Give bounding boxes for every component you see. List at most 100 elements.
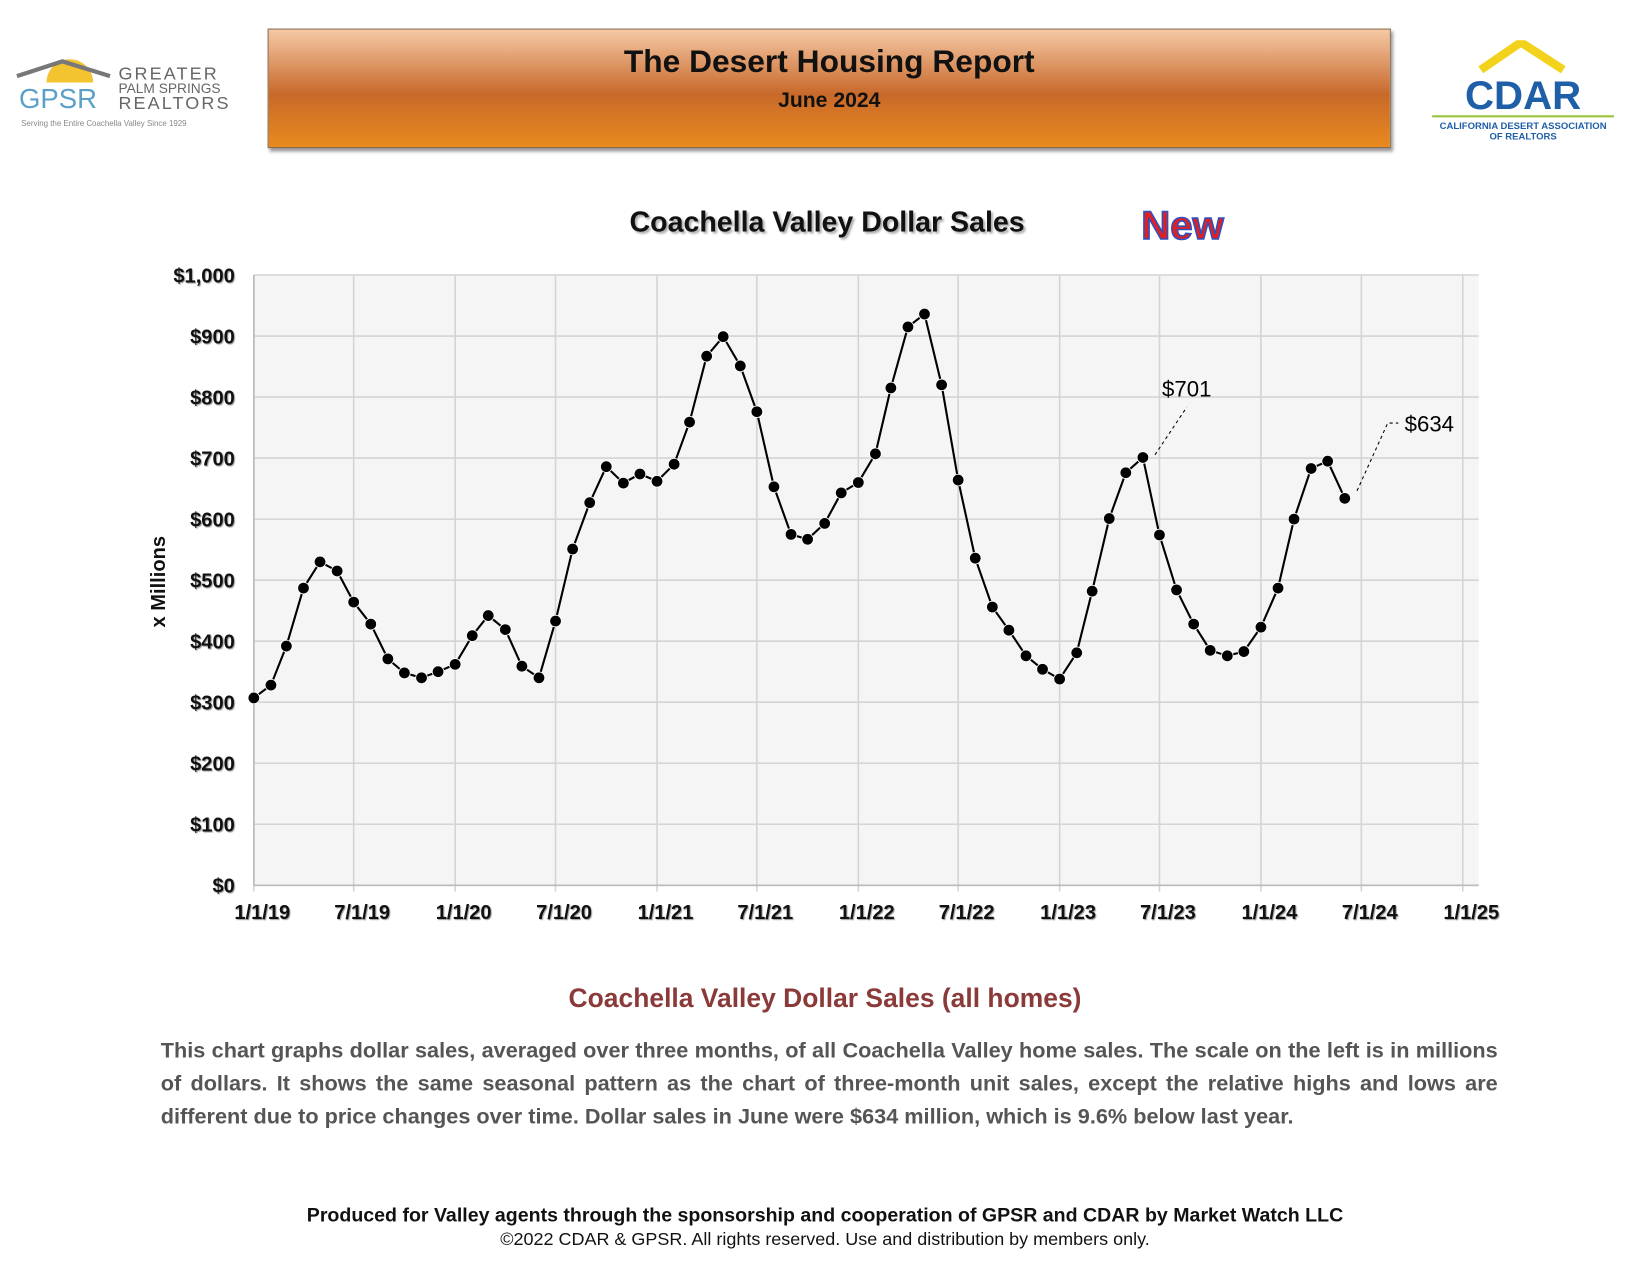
data-point xyxy=(330,564,344,578)
x-tick-label: 7/1/19 xyxy=(334,902,390,924)
data-point xyxy=(852,476,865,489)
x-tick-label: 7/1/22 xyxy=(939,902,995,924)
annotation: $634 xyxy=(1405,412,1454,437)
x-tick-label: 1/1/19 xyxy=(234,902,290,924)
data-point xyxy=(918,307,931,321)
data-point xyxy=(398,666,411,680)
data-point xyxy=(313,555,327,569)
data-point xyxy=(1221,649,1234,663)
data-point xyxy=(683,415,696,429)
x-tick-label: 1/1/25 xyxy=(1443,902,1499,924)
data-point xyxy=(650,475,664,488)
data-point xyxy=(1136,451,1150,464)
data-point xyxy=(532,671,546,685)
data-point xyxy=(1036,663,1049,676)
data-point xyxy=(986,600,999,614)
data-point xyxy=(297,581,310,595)
x-tick-label: 1/1/23 xyxy=(1040,902,1096,924)
data-point xyxy=(767,480,781,494)
footer-credit: Produced for Valley agents through the s… xyxy=(306,1203,1344,1226)
data-point xyxy=(515,659,529,673)
y-tick-label: $400 xyxy=(190,632,235,654)
y-tick-label: $600 xyxy=(190,510,235,532)
data-point xyxy=(264,678,278,692)
x-tick-label: 7/1/21 xyxy=(737,902,793,924)
data-point xyxy=(951,473,965,487)
x-tick-label: 1/1/21 xyxy=(638,902,694,924)
data-point xyxy=(1187,617,1200,631)
x-tick-label: 7/1/20 xyxy=(536,902,592,924)
data-point xyxy=(1070,646,1083,660)
x-tick-label: 7/1/24 xyxy=(1342,902,1399,924)
data-point xyxy=(247,691,261,705)
cdar-line: OF REALTORS xyxy=(1489,132,1556,143)
data-point xyxy=(935,378,948,392)
chart-title: Coachella Valley Dollar Sales xyxy=(630,207,1025,239)
data-point xyxy=(1271,581,1285,595)
data-point xyxy=(566,542,579,556)
data-point xyxy=(1287,512,1301,526)
x-tick-label: 7/1/23 xyxy=(1140,902,1196,924)
data-point xyxy=(869,447,882,461)
data-point xyxy=(381,652,395,666)
data-point xyxy=(583,496,596,509)
data-point xyxy=(347,595,360,609)
data-point xyxy=(734,359,747,373)
y-tick-label: $0 xyxy=(212,876,234,898)
data-point xyxy=(448,658,462,671)
data-point xyxy=(617,476,630,490)
data-point xyxy=(667,457,681,471)
gpsr-abbr: GPSR xyxy=(19,83,97,114)
section-text: This chart graphs dollar sales, averaged… xyxy=(160,1038,1498,1129)
y-tick-label: $900 xyxy=(190,326,235,348)
data-point xyxy=(364,617,378,631)
y-tick-label: $300 xyxy=(190,693,235,715)
banner: The Desert Housing Report June 2024 xyxy=(267,28,1391,149)
data-point xyxy=(818,517,831,530)
data-point xyxy=(1254,620,1268,634)
data-point xyxy=(1153,528,1166,542)
cdar-line: CALIFORNIA DESERT ASSOCIATION xyxy=(1440,121,1607,132)
y-tick-label: $100 xyxy=(190,815,235,837)
footer-copyright: ©2022 CDAR & GPSR. All rights reserved. … xyxy=(500,1229,1150,1250)
gpsr-tagline: Serving the Entire Coachella Valley Sinc… xyxy=(21,119,187,128)
y-axis-label: x Millions xyxy=(148,536,170,627)
annotation: $701 xyxy=(1162,377,1211,402)
data-point xyxy=(549,614,562,628)
report-date: June 2024 xyxy=(778,88,881,113)
data-point xyxy=(1304,462,1318,475)
gpsr-line: GREATER xyxy=(118,63,218,83)
data-point xyxy=(482,609,495,622)
gpsr-line: PALM SPRINGS xyxy=(118,81,220,96)
data-point xyxy=(1321,454,1334,468)
data-point xyxy=(969,551,982,565)
data-point xyxy=(1019,649,1033,663)
data-point xyxy=(1085,584,1099,598)
data-point xyxy=(280,639,293,653)
cdar-abbr: CDAR xyxy=(1465,73,1581,118)
y-tick-label: $800 xyxy=(190,387,235,409)
x-tick-label: 1/1/24 xyxy=(1241,902,1298,924)
data-point xyxy=(431,665,445,678)
gpsr-logo: GPSR GREATER PALM SPRINGS REALTORS Servi… xyxy=(16,59,228,128)
data-point xyxy=(1338,492,1352,505)
data-point xyxy=(901,320,915,334)
data-point xyxy=(750,405,764,418)
data-point xyxy=(801,533,814,546)
chart: Coachella Valley Dollar Sales New x Mill… xyxy=(148,202,1499,924)
data-point xyxy=(466,629,479,642)
report-title: The Desert Housing Report xyxy=(623,44,1035,80)
data-point xyxy=(415,671,428,685)
data-point xyxy=(499,623,512,636)
data-point xyxy=(1119,466,1133,479)
data-point xyxy=(1203,644,1217,657)
x-tick-label: 1/1/22 xyxy=(839,902,895,924)
data-point xyxy=(1237,645,1251,658)
data-point xyxy=(1053,672,1066,686)
data-point xyxy=(784,528,798,541)
data-point xyxy=(884,381,898,395)
data-point xyxy=(1002,623,1016,637)
data-point xyxy=(1103,512,1116,525)
